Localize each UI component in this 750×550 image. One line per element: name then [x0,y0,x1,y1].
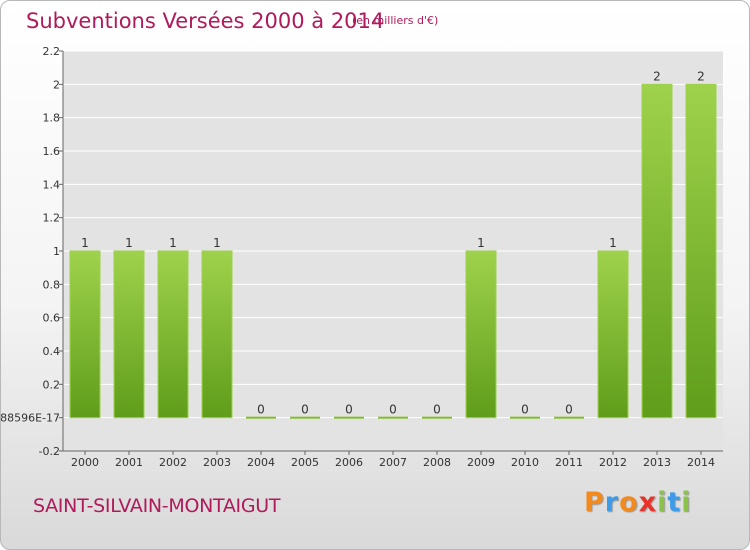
x-tick-label: 2004 [247,456,275,469]
y-tick-label: -0.2 [39,445,60,458]
brand-letter: o [619,487,639,518]
y-tick-label: 1.8 [43,112,61,125]
value-label: 1 [125,236,133,250]
x-tick-label: 2014 [687,456,715,469]
y-tick-label: 1 [53,245,60,258]
bar [510,416,540,419]
y-tick-label: 1.6 [43,145,61,158]
bar [597,250,629,419]
bar [378,416,408,419]
x-tick-label: 2001 [115,456,143,469]
bar [290,416,320,419]
value-label: 1 [169,236,177,250]
y-tick-label: 0.6 [43,312,61,325]
x-tick-label: 2007 [379,456,407,469]
brand-letter: r [604,487,620,518]
value-labels: 1 1 1 1 0 0 0 0 0 1 0 0 1 2 2 [81,69,705,416]
brand-letter: t [667,487,682,518]
bar [422,416,452,419]
y-tick-labels: -0.2 -1.5265566588596E-17 0.2 0.4 0.6 0.8 1 1.2… [1,45,60,458]
y-tick-label: 1.4 [43,178,61,191]
bar [246,416,276,419]
value-label: 0 [345,403,353,417]
brand-letter: x [638,487,658,518]
brand-letter: i [681,487,692,518]
y-tick-label: 0.8 [43,278,61,291]
bar [641,83,673,419]
value-label: 0 [521,403,529,417]
bar [157,250,189,419]
bar [201,250,233,419]
x-tick-label: 2013 [643,456,671,469]
x-tick-labels: 2000 2001 2002 2003 2004 2005 2006 2007 2008 2009… [71,451,715,469]
x-tick-label: 2003 [203,456,231,469]
bars [69,83,717,419]
value-label: 0 [565,403,573,417]
brand-letter: P [584,487,605,518]
value-label: 1 [477,236,485,250]
y-tick-label: 1.2 [43,212,61,225]
x-tick-label: 2010 [511,456,539,469]
value-label: 0 [433,403,441,417]
value-label: 2 [697,69,705,83]
y-tick-label: 2.2 [43,45,61,58]
proxiti-logo[interactable]: Proxiti [584,487,692,518]
value-label: 0 [389,403,397,417]
x-tick-label: 2011 [555,456,583,469]
value-label: 2 [653,69,661,83]
x-tick-label: 2000 [71,456,99,469]
x-tick-label: 2012 [599,456,627,469]
x-tick-label: 2009 [467,456,495,469]
y-tick-label: 2 [53,78,60,91]
y-tick-label: 0.2 [43,378,61,391]
x-tick-label: 2005 [291,456,319,469]
bar [113,250,145,419]
bar [685,83,717,419]
x-tick-label: 2008 [423,456,451,469]
bar [465,250,497,419]
y-tick-label: -1.5265566588596E-17 [1,412,60,425]
value-label: 0 [301,403,309,417]
value-label: 1 [609,236,617,250]
value-label: 0 [257,403,265,417]
bar [554,416,584,419]
chart-subtitle: (en milliers d'€) [352,14,439,27]
bar [334,416,364,419]
bar [69,250,101,419]
chart-title: Subventions Versées 2000 à 2014 [26,9,385,33]
x-tick-label: 2002 [159,456,187,469]
value-label: 1 [213,236,221,250]
y-tick-label: 0.4 [43,345,61,358]
commune-name: SAINT-SILVAIN-MONTAIGUT [33,495,281,517]
brand-letter: i [657,487,668,518]
value-label: 1 [81,236,89,250]
x-tick-label: 2006 [335,456,363,469]
